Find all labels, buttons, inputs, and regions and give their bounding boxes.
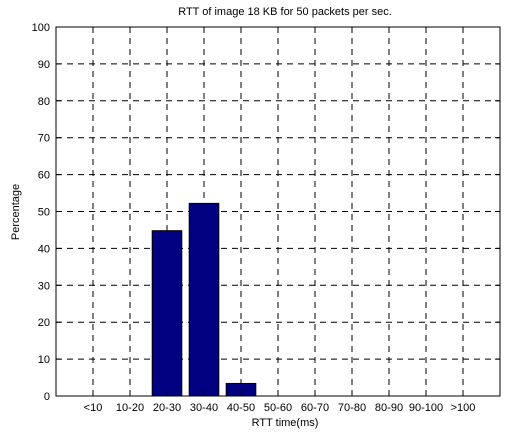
y-tick-label: 40 xyxy=(38,243,50,255)
y-tick-label: 80 xyxy=(38,96,50,108)
bars xyxy=(151,202,257,397)
y-tick-label: 30 xyxy=(38,280,50,292)
x-tick-label: 20-30 xyxy=(153,402,181,414)
y-tick-label: 0 xyxy=(44,391,50,403)
y-tick-label: 90 xyxy=(38,59,50,71)
grid-lines xyxy=(56,27,500,396)
x-axis-ticks: <10 10-20 20-30 30-40 40-50 50-60 60-70 70-80 80… xyxy=(84,27,476,414)
bar-20-30 xyxy=(151,230,183,397)
x-tick-label: 80-90 xyxy=(375,402,403,414)
x-tick-label: <10 xyxy=(84,402,103,414)
y-tick-label: 100 xyxy=(32,22,50,34)
y-tick-label: 60 xyxy=(38,170,50,182)
x-tick-label: 40-50 xyxy=(227,402,255,414)
x-tick-label: 30-40 xyxy=(190,402,218,414)
x-tick-label: 50-60 xyxy=(264,402,292,414)
bar-30-40 xyxy=(188,202,220,397)
x-tick-label: 70-80 xyxy=(338,402,366,414)
x-tick-label: >100 xyxy=(451,402,476,414)
y-tick-label: 70 xyxy=(38,133,50,145)
y-tick-label: 50 xyxy=(38,207,50,219)
x-axis-label: RTT time(ms) xyxy=(252,417,319,429)
x-tick-label: 90-100 xyxy=(409,402,443,414)
y-tick-label: 20 xyxy=(38,317,50,329)
y-axis-ticks: 0 10 20 30 40 50 60 70 80 90 100 xyxy=(32,22,500,403)
x-tick-label: 60-70 xyxy=(301,402,329,414)
y-tick-label: 10 xyxy=(38,354,50,366)
chart-title: RTT of image 18 KB for 50 packets per se… xyxy=(178,6,392,18)
x-tick-label: 10-20 xyxy=(116,402,144,414)
y-axis-label: Percentage xyxy=(10,184,22,240)
